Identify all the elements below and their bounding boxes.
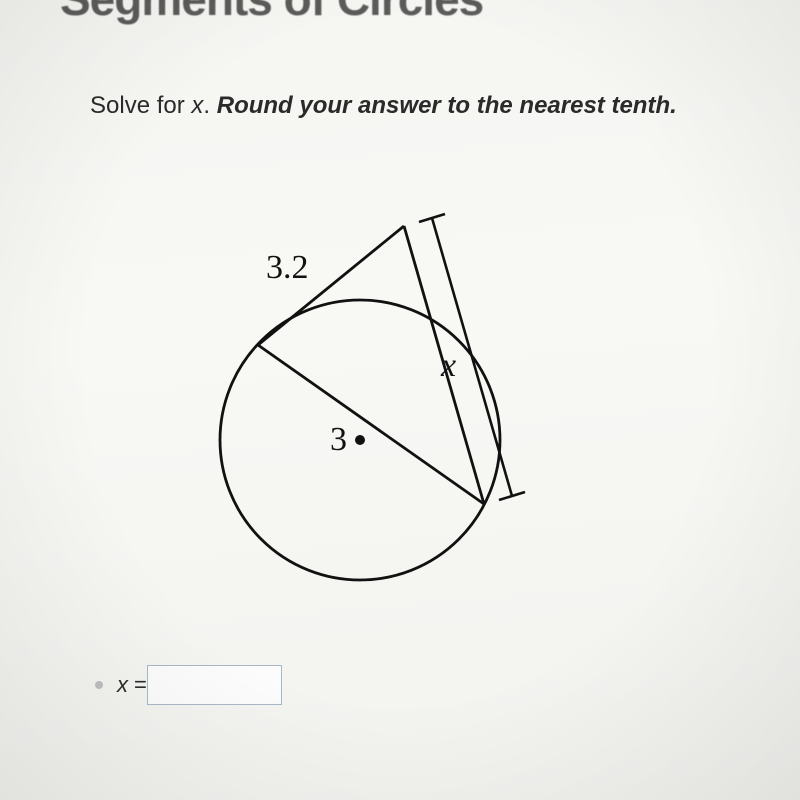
instruction-emphasis: Round your answer to the nearest tenth. [217, 92, 677, 119]
worksheet-page: Segments of Circles Solve for x. Round y… [0, 0, 800, 800]
circle-secant-tangent-figure: 3.2 3 x [120, 170, 600, 590]
instruction-prefix: Solve for [90, 92, 191, 119]
bullet-dot-icon [95, 681, 103, 689]
answer-variable-label: x [117, 672, 128, 698]
page-header-fragment: Segments of Circles [60, 0, 740, 32]
answer-input[interactable] [147, 665, 282, 705]
label-radius: 3 [330, 421, 347, 458]
equals-sign: = [134, 672, 147, 698]
problem-instruction: Solve for x. Round your answer to the ne… [90, 92, 730, 120]
instruction-middle: . [203, 92, 216, 119]
label-tangent-length: 3.2 [266, 249, 309, 286]
instruction-variable: x [191, 92, 203, 119]
geometry-diagram: 3.2 3 x [120, 170, 600, 590]
x-length-bracket [419, 214, 525, 500]
center-dot [355, 435, 365, 445]
label-x: x [440, 347, 456, 384]
answer-row: x = [95, 665, 282, 705]
